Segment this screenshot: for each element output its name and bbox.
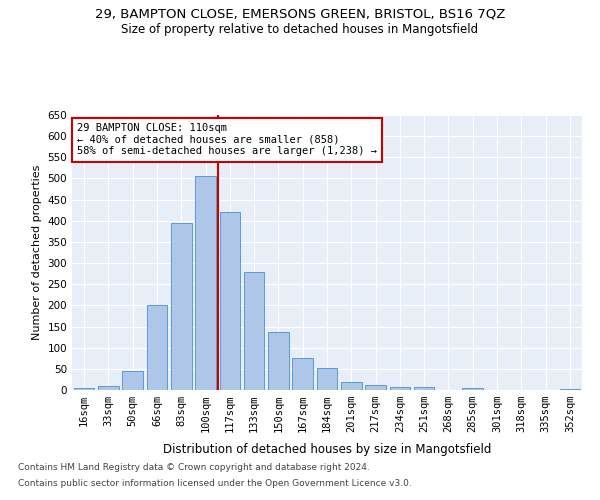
Bar [389, 386, 410, 390]
Bar [171, 223, 191, 390]
Bar [146, 306, 167, 390]
Bar [560, 388, 580, 390]
Bar [292, 358, 313, 390]
Bar [220, 212, 240, 390]
Text: Contains HM Land Registry data © Crown copyright and database right 2024.: Contains HM Land Registry data © Crown c… [18, 464, 370, 472]
Bar [414, 386, 434, 390]
Text: Distribution of detached houses by size in Mangotsfield: Distribution of detached houses by size … [163, 442, 491, 456]
Bar [268, 332, 289, 390]
Bar [365, 385, 386, 390]
Text: Size of property relative to detached houses in Mangotsfield: Size of property relative to detached ho… [121, 22, 479, 36]
Bar [341, 382, 362, 390]
Text: 29, BAMPTON CLOSE, EMERSONS GREEN, BRISTOL, BS16 7QZ: 29, BAMPTON CLOSE, EMERSONS GREEN, BRIST… [95, 8, 505, 20]
Y-axis label: Number of detached properties: Number of detached properties [32, 165, 42, 340]
Bar [74, 388, 94, 390]
Text: 29 BAMPTON CLOSE: 110sqm
← 40% of detached houses are smaller (858)
58% of semi-: 29 BAMPTON CLOSE: 110sqm ← 40% of detach… [77, 123, 377, 156]
Bar [244, 272, 265, 390]
Bar [195, 176, 216, 390]
Bar [317, 368, 337, 390]
Bar [463, 388, 483, 390]
Text: Contains public sector information licensed under the Open Government Licence v3: Contains public sector information licen… [18, 478, 412, 488]
Bar [98, 386, 119, 390]
Bar [122, 371, 143, 390]
